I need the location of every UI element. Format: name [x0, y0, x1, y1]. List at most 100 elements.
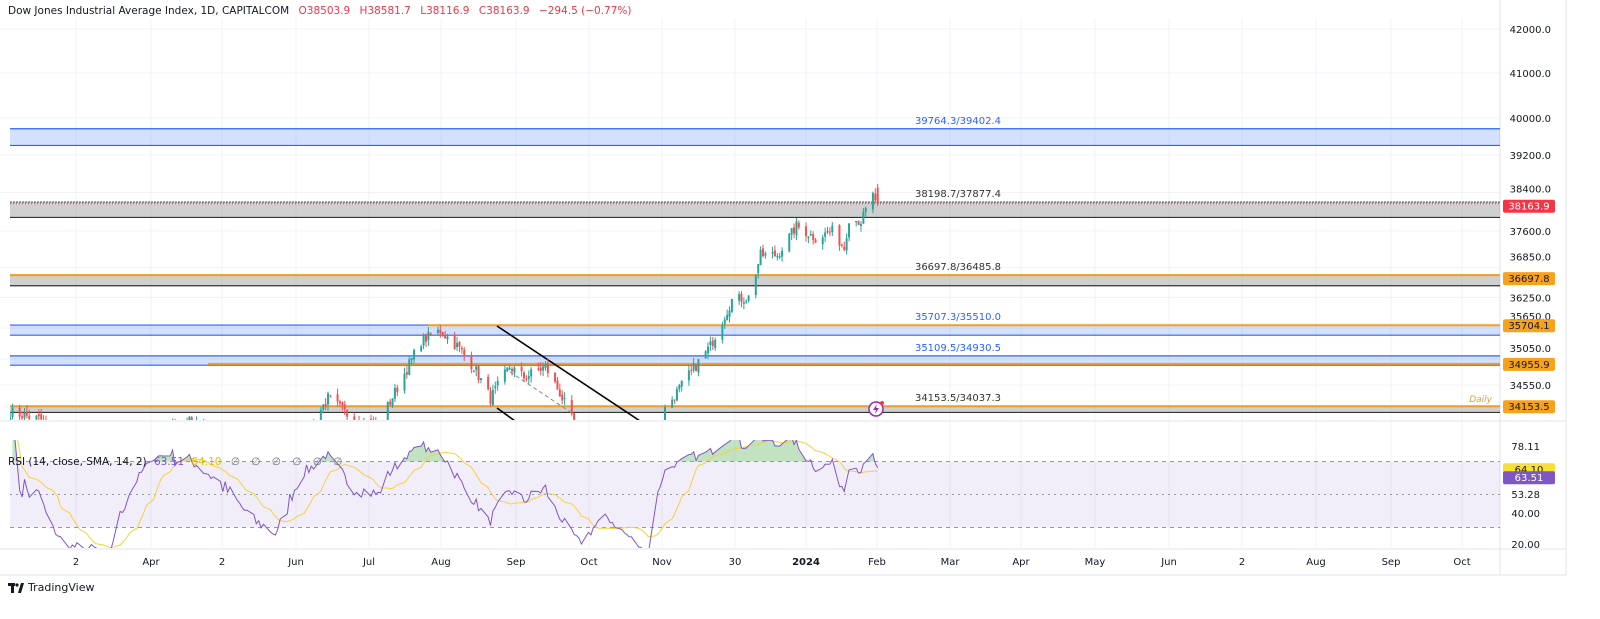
- candle-body: [697, 359, 700, 373]
- candle-body: [707, 346, 710, 354]
- candle-body: [472, 370, 475, 372]
- candle-body: [370, 419, 373, 420]
- candle-body: [386, 401, 389, 420]
- symbol-legend[interactable]: Dow Jones Industrial Average Index, 1D, …: [8, 5, 632, 17]
- last-price-tag-bg: [1503, 199, 1555, 213]
- candle-body: [692, 363, 695, 371]
- candle-body: [322, 404, 325, 410]
- time-tick: 2: [73, 557, 79, 568]
- price-tick: 37600.0: [1510, 227, 1551, 238]
- candle-body: [511, 368, 514, 372]
- candle-body: [358, 421, 360, 426]
- time-tick: 2: [219, 557, 225, 568]
- candle-body: [239, 442, 241, 443]
- candle-body: [18, 407, 21, 417]
- candle-body: [219, 427, 221, 431]
- candle-body: [604, 426, 606, 433]
- candle-body: [838, 225, 841, 246]
- time-tick: Oct: [580, 557, 597, 568]
- candle-body: [874, 193, 877, 201]
- candle-body: [463, 349, 466, 355]
- candle-body: [570, 399, 573, 414]
- rsi-tag: 63.51: [1515, 473, 1544, 484]
- last-price-tag: 38163.9: [1508, 202, 1549, 213]
- candle-body: [375, 421, 377, 425]
- time-tick: 2: [1239, 557, 1245, 568]
- candle-body: [738, 294, 741, 301]
- candle-body: [241, 442, 243, 447]
- candle-body: [795, 221, 798, 236]
- candle-body: [243, 447, 245, 449]
- candle-body: [754, 274, 757, 295]
- candle-body: [224, 429, 226, 434]
- candle-body: [862, 211, 865, 224]
- candle-body: [343, 404, 346, 409]
- level-price-tag: 34153.5: [1508, 402, 1549, 413]
- zone-label: 39764.3/39402.4: [915, 116, 1001, 127]
- candle-body: [436, 329, 439, 333]
- candle-body: [759, 249, 762, 266]
- candle-body: [174, 423, 176, 433]
- candle-body: [831, 225, 834, 233]
- candle-body: [797, 222, 800, 228]
- grid: [0, 18, 1500, 548]
- tradingview-logo[interactable]: TradingView: [8, 581, 94, 594]
- candle-body: [595, 435, 597, 438]
- price-tick: 36850.0: [1510, 253, 1551, 264]
- candle-body: [236, 431, 238, 441]
- level-price-tag-bg: [1503, 400, 1555, 414]
- zone-label: 36697.8/36485.8: [915, 262, 1001, 273]
- candle-body: [439, 329, 442, 334]
- candle-body: [828, 231, 831, 233]
- time-tick: Jun: [1160, 557, 1177, 568]
- candle-body: [391, 398, 394, 406]
- candles: [10, 183, 879, 453]
- candle-body: [403, 373, 406, 391]
- candle-body: [506, 367, 509, 372]
- candle-body: [554, 372, 557, 382]
- candle-body: [871, 192, 874, 210]
- candle-body: [210, 427, 212, 429]
- candle-body: [305, 426, 307, 441]
- candle-body: [429, 333, 432, 335]
- candle-body: [336, 394, 339, 402]
- level-note: Daily: [1469, 395, 1492, 405]
- candle-body: [675, 388, 678, 401]
- candle-body: [341, 402, 344, 406]
- rsi-sma-tag: 64.10: [1515, 465, 1544, 476]
- candle-body: [855, 220, 858, 223]
- price-tick: 42000.0: [1510, 25, 1551, 36]
- zone-label: 35707.3/35510.0: [915, 312, 1001, 323]
- candle-body: [338, 401, 341, 404]
- candle-body: [764, 253, 767, 256]
- candle-body: [35, 415, 38, 420]
- candle-body: [420, 346, 423, 352]
- candle-body: [680, 380, 683, 387]
- price-tick: 39200.0: [1510, 151, 1551, 162]
- candle-body: [169, 432, 171, 433]
- rsi-value: 63.51: [154, 456, 185, 468]
- icon-dot: [880, 401, 884, 405]
- candle-body: [28, 415, 31, 419]
- candle-body: [513, 367, 516, 373]
- rsi-legend[interactable]: RSI (14, close, SMA, 14, 2) 63.51 64.10 …: [8, 456, 346, 468]
- zone-label: 35109.5/34930.5: [915, 343, 1001, 354]
- candle-body: [360, 426, 362, 428]
- time-tick: May: [1085, 557, 1106, 568]
- candle-body: [446, 336, 449, 340]
- candle-body: [372, 421, 374, 427]
- candle-body: [793, 227, 796, 234]
- candle-body: [840, 244, 843, 246]
- candle-body: [623, 447, 625, 453]
- time-tick: Nov: [652, 557, 672, 568]
- candle-body: [726, 314, 729, 321]
- candle-body: [742, 302, 745, 304]
- close-value: C38163.9: [478, 5, 530, 17]
- candle-body: [597, 431, 599, 433]
- candle-body: [363, 421, 365, 427]
- level-price-tag: 35704.1: [1508, 321, 1549, 332]
- candle-body: [25, 411, 28, 416]
- candle-body: [441, 331, 444, 336]
